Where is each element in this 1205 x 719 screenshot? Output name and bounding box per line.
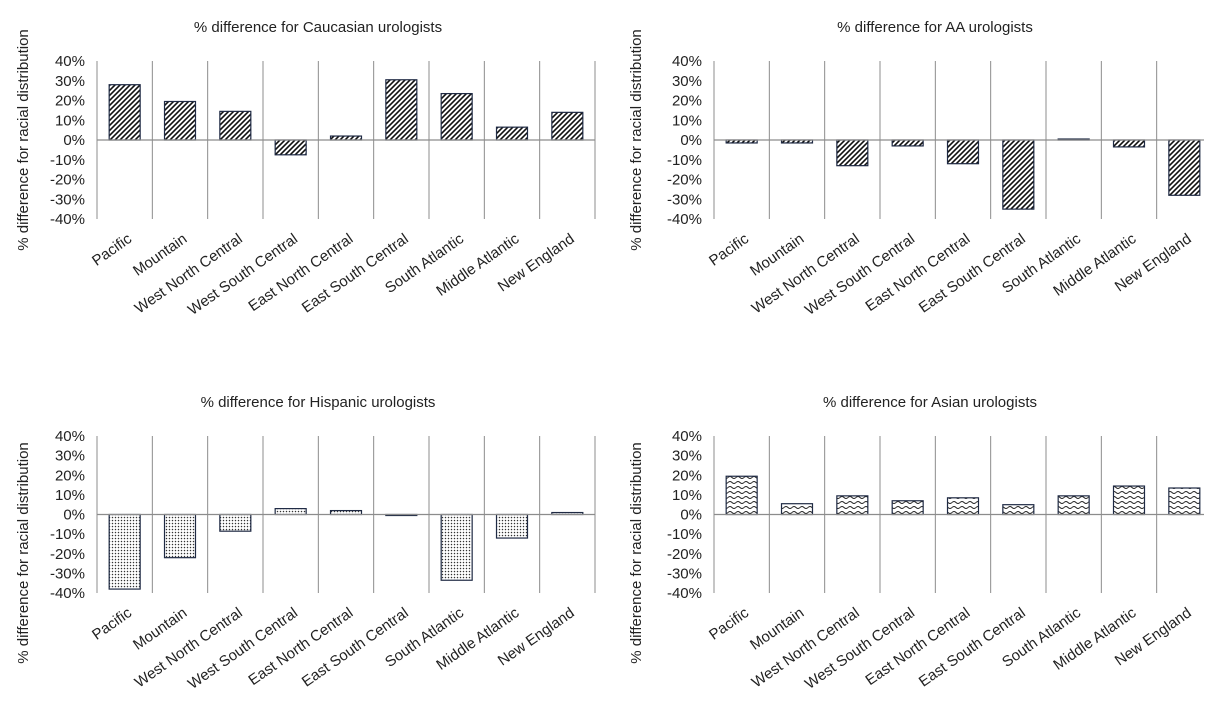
y-tick-label: -20% [50,546,85,563]
y-axis-label: % difference for racial distribution [628,29,645,251]
x-tick-label: Pacific [706,604,752,644]
chart-title: % difference for Hispanic urologists [201,394,436,411]
y-tick-label: 40% [672,428,702,445]
y-tick-label: 20% [55,93,85,110]
y-tick-label: 0% [680,507,702,524]
bar-east-south-central [1002,139,1035,210]
y-tick-label: 30% [55,448,85,465]
bar-west-south-central [274,508,307,516]
y-tick-label: 30% [672,448,702,465]
chart-panel-asian: % difference for Asian urologists % diff… [628,394,1204,693]
y-tick-label: -20% [667,172,702,189]
y-tick-label: -10% [667,526,702,543]
bar-east-south-central [385,79,418,141]
bar-pacific [108,84,141,141]
y-tick-label: 30% [672,73,702,90]
bar-west-north-central [836,495,869,516]
bar-new-england [1168,139,1201,196]
bar-pacific [725,475,758,516]
x-tick-label: Pacific [89,230,135,270]
bar-west-north-central [836,139,869,167]
bar-west-south-central [274,139,307,156]
y-tick-label: 0% [63,507,85,524]
bar-middle-atlantic [495,513,529,539]
y-axis-label: % difference for racial distribution [15,29,32,251]
y-tick-label: -30% [667,565,702,582]
y-tick-label: 40% [55,53,85,70]
y-tick-label: -10% [667,152,702,169]
plot-area: 40%30%20%10%0%-10%-20%-30%-40%PacificMou… [50,53,596,319]
y-tick-label: -10% [50,152,85,169]
y-tick-label: 0% [680,132,702,149]
bar-new-england [551,111,584,141]
bar-mountain [163,513,197,559]
bar-east-north-central [946,497,980,516]
y-tick-label: -30% [50,191,85,208]
y-tick-label: -40% [667,585,702,602]
bar-mountain [780,503,814,516]
chart-title: % difference for Caucasian urologists [194,19,442,36]
chart-panel-caucasian: % difference for Caucasian urologists % … [15,19,596,319]
y-axis-label: % difference for racial distribution [15,442,32,664]
y-tick-label: 40% [55,428,85,445]
y-tick-label: -40% [50,585,85,602]
y-tick-label: 20% [672,93,702,110]
bar-new-england [1168,487,1201,516]
y-tick-label: -30% [50,565,85,582]
y-tick-label: 40% [672,53,702,70]
y-axis-label: % difference for racial distribution [628,442,645,664]
bar-middle-atlantic [1112,485,1146,516]
bar-mountain [163,100,197,141]
chart-panel-hispanic: % difference for Hispanic urologists % d… [15,394,596,693]
y-tick-label: -20% [667,546,702,563]
y-tick-label: 10% [672,487,702,504]
y-tick-label: -40% [667,211,702,228]
y-tick-label: -20% [50,172,85,189]
y-tick-label: -10% [50,526,85,543]
bar-middle-atlantic [495,126,529,141]
y-tick-label: 20% [672,467,702,484]
bar-pacific [108,513,141,590]
x-tick-label: Pacific [89,604,135,644]
y-tick-label: 10% [55,487,85,504]
bar-middle-atlantic [1112,139,1146,148]
bar-east-north-central [946,139,980,165]
y-tick-label: 20% [55,467,85,484]
bar-south-atlantic [440,513,473,581]
chart-panel-aa: % difference for AA urologists % differe… [628,19,1204,319]
y-tick-label: -30% [667,191,702,208]
bar-south-atlantic [440,92,473,141]
y-tick-label: 10% [672,112,702,129]
x-tick-label: Pacific [706,230,752,270]
y-tick-label: -40% [50,211,85,228]
plot-area: 40%30%20%10%0%-10%-20%-30%-40%PacificMou… [667,428,1204,693]
bar-west-north-central [219,110,252,141]
bar-west-south-central [891,139,924,147]
y-tick-label: 10% [55,112,85,129]
bar-west-north-central [219,513,252,532]
y-tick-label: 0% [63,132,85,149]
plot-area: 40%30%20%10%0%-10%-20%-30%-40%PacificMou… [667,53,1204,319]
plot-area: 40%30%20%10%0%-10%-20%-30%-40%PacificMou… [50,428,596,693]
chart-title: % difference for Asian urologists [823,394,1037,411]
y-tick-label: 30% [55,73,85,90]
bar-east-south-central [1002,504,1035,516]
chart-title: % difference for AA urologists [837,19,1033,36]
bar-west-south-central [891,500,924,516]
bar-south-atlantic [1057,495,1090,516]
